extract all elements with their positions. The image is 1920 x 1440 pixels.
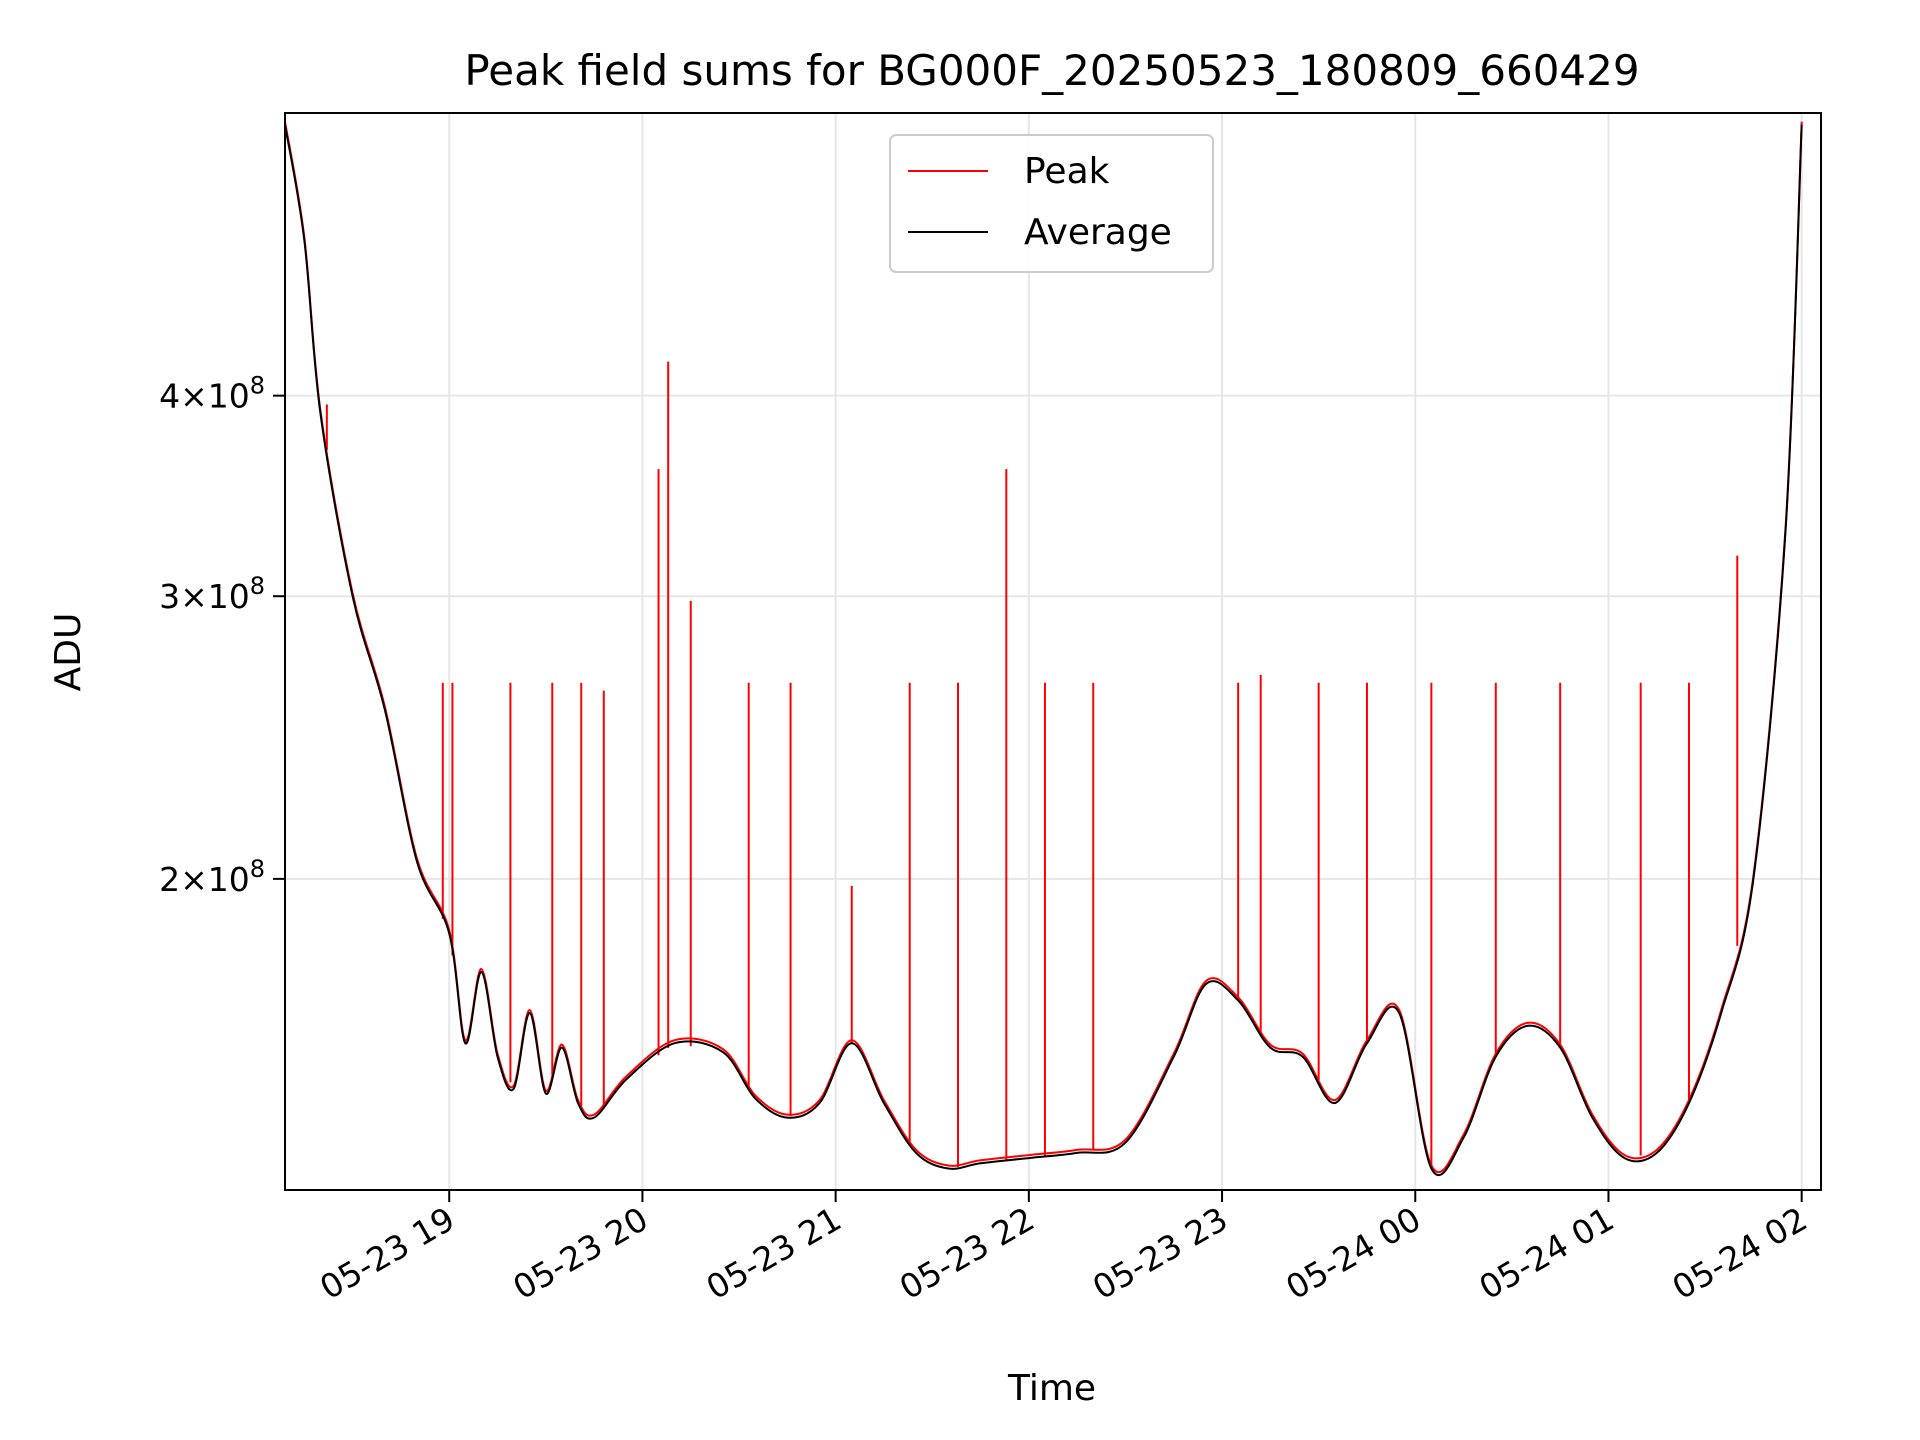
y-tick-label: 4×108 — [159, 372, 265, 416]
legend-label-average: Average — [1024, 212, 1172, 253]
y-tick-label: 2×108 — [159, 855, 265, 899]
y-tick-label: 3×108 — [159, 572, 265, 616]
series-peak — [284, 121, 1803, 1174]
chart-title: Peak field sums for BG000F_20250523_1808… — [464, 46, 1639, 95]
average-line — [284, 124, 1803, 1177]
plot-frame — [284, 112, 1822, 1191]
legend-label-peak: Peak — [1024, 151, 1110, 192]
legend: Peak Average — [889, 134, 1214, 273]
y-axis-label: ADU — [48, 613, 89, 692]
series-average — [284, 124, 1803, 1177]
grid — [285, 113, 1821, 1190]
y-axis: 2×108 3×108 4×108 — [159, 372, 285, 899]
series-layer — [284, 121, 1803, 1177]
x-axis-label: Time — [1007, 1368, 1096, 1409]
legend-box — [889, 134, 1214, 273]
